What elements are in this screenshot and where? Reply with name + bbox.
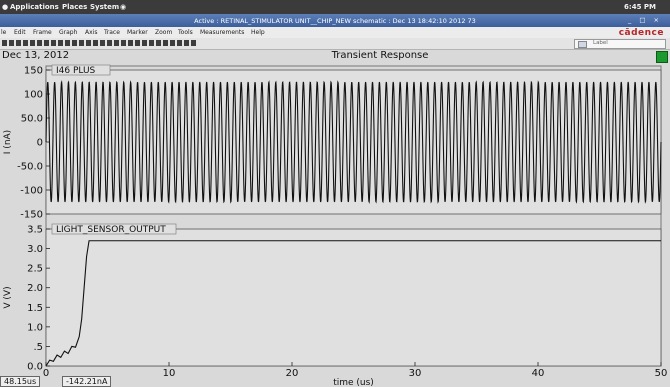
y-tick-label: 0.0 [27, 362, 43, 373]
y-tick-label: -100 [20, 186, 43, 197]
cursor-x-readout: 48.15us [0, 376, 41, 387]
tool-icon[interactable] [107, 40, 112, 46]
tool-icon[interactable] [184, 40, 189, 46]
label-checkbox[interactable] [578, 41, 587, 48]
x-tick-label: 0 [43, 368, 49, 379]
legend-tab [51, 223, 177, 235]
clock: 6:45 PM [624, 3, 656, 11]
status-indicator-icon[interactable] [656, 51, 668, 63]
y-tick-label: .5 [33, 342, 43, 353]
y-tick-label: -150 [20, 210, 43, 221]
tool-icon[interactable] [86, 40, 91, 46]
menu-measurements[interactable]: Measurements [200, 29, 245, 36]
y-tick-label: 2.5 [27, 264, 43, 275]
y-tick-label: 50.0 [21, 114, 43, 125]
menu-system[interactable]: System [90, 3, 120, 11]
tool-icon[interactable] [100, 40, 105, 46]
tool-icon[interactable] [128, 40, 133, 46]
tool-icon[interactable] [156, 40, 161, 46]
x-axis-label: time (us) [333, 378, 374, 386]
y-tick-label: 3.5 [27, 225, 43, 236]
plot-frame [45, 65, 662, 367]
tool-icon[interactable] [65, 40, 70, 46]
tool-icon[interactable] [163, 40, 168, 46]
plot-pane [45, 69, 662, 215]
plot-title: Transient Response [331, 50, 429, 61]
menu-file[interactable]: le [1, 29, 7, 36]
y-tick-label: 2.0 [27, 283, 43, 294]
x-tick-label: 20 [286, 368, 299, 379]
applications-icon[interactable]: ● [2, 3, 9, 11]
legend-label: LIGHT_SENSOR_OUTPUT [56, 225, 166, 235]
tool-icon[interactable] [9, 40, 14, 46]
tool-icon[interactable] [16, 40, 21, 46]
menu-trace[interactable]: Trace [104, 29, 120, 36]
x-tick-label: 40 [532, 368, 545, 379]
menu-tools[interactable]: Tools [178, 29, 193, 36]
tool-icon[interactable] [72, 40, 77, 46]
menu-edit[interactable]: Edit [14, 29, 26, 36]
tool-icon[interactable] [191, 40, 196, 46]
y-tick-label: -50.0 [17, 162, 43, 173]
label-placeholder: Label [593, 40, 608, 46]
tool-icon[interactable] [37, 40, 42, 46]
label-input[interactable]: Label [574, 39, 666, 49]
menu-axis[interactable]: Axis [85, 29, 98, 36]
menu-marker[interactable]: Marker [127, 29, 148, 36]
tool-icon[interactable] [93, 40, 98, 46]
y-tick-label: 3.0 [27, 244, 43, 255]
legend-label: I46 PLUS [56, 66, 96, 76]
cadence-logo: cādence [618, 28, 664, 38]
cursor-y-readout: -142.21nA [62, 376, 112, 387]
tool-icon[interactable] [142, 40, 147, 46]
y-tick-label: 0 [37, 138, 43, 149]
window-title: Active : RETINAL_STIMULATOR UNIT__CHIP_N… [194, 17, 476, 25]
series-line-light-sensor-output [45, 240, 661, 367]
y-tick-label: 1.5 [27, 303, 43, 314]
y-tick-label: 100 [24, 90, 43, 101]
tool-icon[interactable] [58, 40, 63, 46]
tool-icon[interactable] [149, 40, 154, 46]
y-tick-label: 1.0 [27, 322, 43, 333]
toolbar: Label [0, 38, 670, 50]
menu-help[interactable]: Help [251, 29, 265, 36]
os-top-panel: ● Applications Places System ◉ 6:45 PM [0, 0, 670, 14]
tool-icon[interactable] [44, 40, 49, 46]
tool-icon[interactable] [30, 40, 35, 46]
menu-graph[interactable]: Graph [59, 29, 78, 36]
tool-icon[interactable] [51, 40, 56, 46]
x-tick-label: 30 [409, 368, 422, 379]
tool-icon[interactable] [114, 40, 119, 46]
browser-icon[interactable]: ◉ [120, 3, 127, 11]
menu-zoom[interactable]: Zoom [155, 29, 173, 36]
tool-icon[interactable] [23, 40, 28, 46]
legend-tab [51, 64, 111, 76]
tool-icon[interactable] [2, 40, 7, 46]
tool-icon[interactable] [135, 40, 140, 46]
y-tick-label: 150 [24, 66, 43, 77]
plot-pane [45, 228, 662, 367]
series-line-i46-plus [45, 80, 662, 204]
tool-icon[interactable] [79, 40, 84, 46]
window-controls[interactable]: _ □ × [628, 16, 662, 24]
tool-icon[interactable] [177, 40, 182, 46]
menu-applications[interactable]: Applications [10, 3, 59, 11]
tool-icon[interactable] [121, 40, 126, 46]
window-titlebar: Active : RETINAL_STIMULATOR UNIT__CHIP_N… [0, 14, 670, 27]
tool-icon[interactable] [170, 40, 175, 46]
menu-places[interactable]: Places [62, 3, 88, 11]
y-axis-label: V (V) [3, 286, 13, 308]
menu-frame[interactable]: Frame [33, 29, 52, 36]
x-tick-label: 50 [655, 368, 668, 379]
plot-date: Dec 13, 2012 [2, 50, 70, 61]
x-tick-label: 10 [163, 368, 176, 379]
y-axis-label: I (nA) [3, 130, 13, 154]
